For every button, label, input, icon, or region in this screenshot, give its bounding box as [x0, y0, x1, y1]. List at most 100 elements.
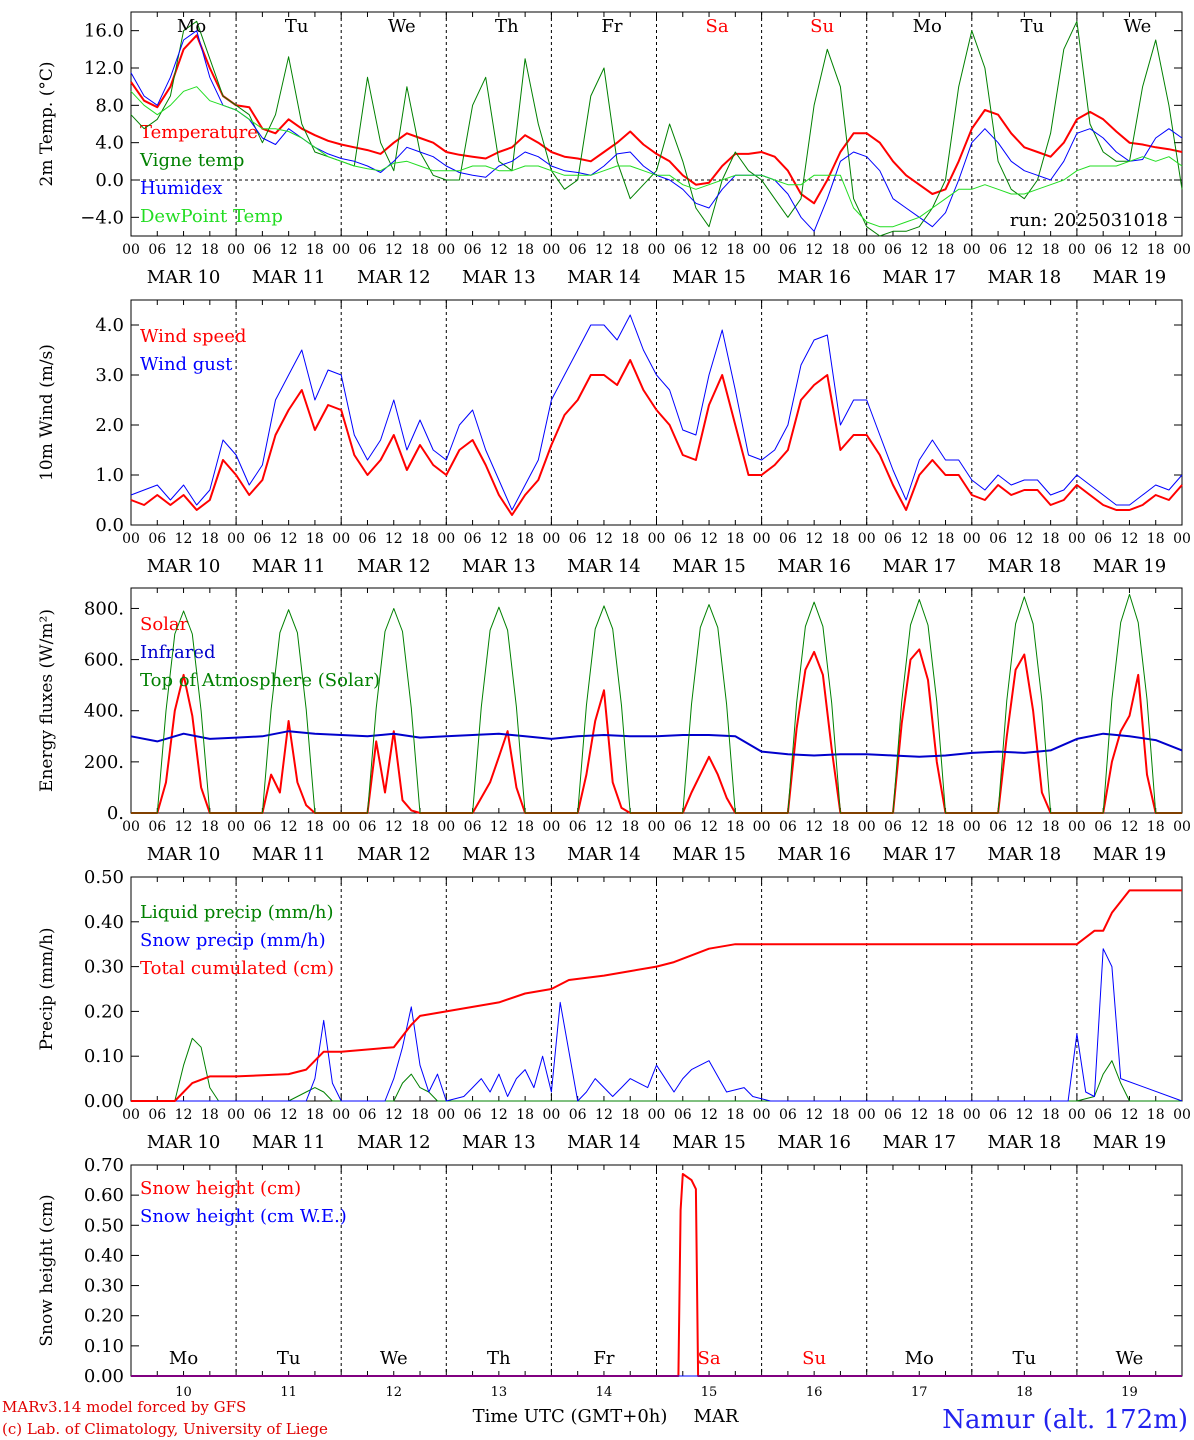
day-number-label: 15 [701, 1385, 718, 1400]
day-of-week-label: We [1116, 1348, 1144, 1369]
date-label: MAR 17 [882, 844, 956, 865]
date-label: MAR 13 [462, 556, 536, 577]
x-tick-label: 00 [437, 242, 455, 258]
date-label: MAR 17 [882, 267, 956, 288]
x-tick-label: 12 [595, 1107, 613, 1123]
station-label: Namur (alt. 172m) [942, 1405, 1188, 1435]
x-tick-label: 00 [437, 531, 455, 547]
x-tick-label: 06 [464, 1107, 482, 1123]
day-number-label: 10 [175, 1385, 192, 1400]
x-tick-label: 06 [464, 819, 482, 835]
date-label: MAR 11 [252, 556, 326, 577]
x-tick-label: 18 [1042, 1107, 1060, 1123]
legend-entry: Humidex [140, 178, 222, 199]
x-tick-label: 06 [674, 242, 692, 258]
y-tick-label: 0.40 [84, 912, 124, 933]
x-tick-label: 18 [832, 531, 850, 547]
x-tick-label: 00 [1173, 531, 1191, 547]
x-tick-label: 12 [1121, 242, 1139, 258]
x-tick-label: 18 [516, 1107, 534, 1123]
y-tick-label: 0.40 [84, 1245, 124, 1266]
day-number-label: 13 [491, 1385, 508, 1400]
x-tick-label: 00 [437, 1107, 455, 1123]
x-tick-label: 18 [1147, 531, 1165, 547]
x-tick-label: 12 [805, 1107, 823, 1123]
run-label: run: 2025031018 [1010, 210, 1168, 231]
x-tick-label: 00 [1173, 819, 1191, 835]
date-label: MAR 14 [567, 844, 641, 865]
day-of-week-label: Th [487, 1348, 511, 1369]
x-tick-label: 06 [359, 1107, 377, 1123]
x-tick-label: 12 [280, 819, 298, 835]
x-tick-label: 12 [175, 531, 193, 547]
y-tick-label: 0.00 [84, 1366, 124, 1387]
x-tick-label: 00 [858, 531, 876, 547]
series-line-vigne-temp [130, 20, 1183, 237]
x-tick-label: 12 [175, 1107, 193, 1123]
x-tick-label: 18 [516, 242, 534, 258]
plot-frame [130, 587, 1183, 814]
x-tick-label: 12 [1015, 819, 1033, 835]
x-tick-label: 00 [542, 819, 560, 835]
x-tick-label: 12 [490, 819, 508, 835]
x-tick-label: 06 [989, 242, 1007, 258]
day-of-week-label: Fr [593, 1348, 614, 1369]
day-of-week-label: Th [495, 16, 519, 37]
y-tick-label: 0.70 [84, 1155, 124, 1176]
x-tick-label: 00 [542, 1107, 560, 1123]
legend-entry: Top of Atmosphere (Solar) [140, 670, 380, 691]
date-label: MAR 11 [252, 1132, 326, 1153]
day-of-week-label: Fr [601, 16, 622, 37]
x-tick-label: 12 [595, 819, 613, 835]
series-line-dewpoint-temp [130, 86, 1183, 228]
month-label: MAR [694, 1406, 739, 1427]
x-tick-label: 18 [411, 819, 429, 835]
x-tick-label: 18 [621, 819, 639, 835]
x-tick-label: 12 [700, 1107, 718, 1123]
date-label: MAR 12 [357, 556, 431, 577]
date-label: MAR 13 [462, 844, 536, 865]
day-of-week-label: Mo [169, 1348, 198, 1369]
date-label: MAR 17 [882, 1132, 956, 1153]
x-tick-label: 12 [700, 242, 718, 258]
date-label: MAR 11 [252, 844, 326, 865]
x-tick-label: 12 [385, 242, 403, 258]
x-tick-label: 12 [1121, 819, 1139, 835]
legend-entry: Wind speed [140, 326, 246, 347]
x-tick-label: 18 [516, 819, 534, 835]
x-tick-label: 18 [621, 242, 639, 258]
series-line-wind-gust [130, 314, 1183, 511]
x-tick-label: 12 [805, 819, 823, 835]
x-tick-label: 06 [674, 819, 692, 835]
x-tick-label: 18 [1147, 1107, 1165, 1123]
date-label: MAR 12 [357, 844, 431, 865]
y-tick-label: 200. [84, 752, 124, 773]
date-label: MAR 15 [672, 844, 746, 865]
date-label: MAR 13 [462, 267, 536, 288]
x-tick-label: 00 [753, 531, 771, 547]
panel-snow: 0.00 0.10 0.20 0.30 0.40 0.50 0.60 0.70 Snow hei… [37, 1155, 1183, 1400]
x-tick-label: 00 [648, 1107, 666, 1123]
x-tick-label: 00 [332, 1107, 350, 1123]
x-tick-label: 00 [1173, 242, 1191, 258]
x-tick-label: 06 [253, 819, 271, 835]
x-tick-label: 18 [832, 819, 850, 835]
x-tick-label: 18 [937, 819, 955, 835]
date-label: MAR 16 [777, 267, 851, 288]
series-line-liquid-precip-mm-h- [131, 1037, 1182, 1102]
x-tick-label: 18 [726, 1107, 744, 1123]
x-tick-label: 00 [963, 242, 981, 258]
x-tick-label: 18 [937, 242, 955, 258]
day-number-label: 11 [280, 1385, 297, 1400]
date-label: MAR 15 [672, 556, 746, 577]
date-label: MAR 10 [147, 844, 221, 865]
series-line-wind-speed [130, 359, 1183, 516]
day-of-week-label: Su [802, 1348, 826, 1369]
x-axis-label: Time UTC (GMT+0h) [473, 1406, 668, 1427]
x-tick-label: 00 [437, 819, 455, 835]
date-label: MAR 18 [988, 556, 1062, 577]
x-tick-label: 06 [148, 819, 166, 835]
date-label: MAR 19 [1093, 556, 1167, 577]
x-tick-label: 18 [1042, 819, 1060, 835]
x-tick-label: 12 [1015, 531, 1033, 547]
